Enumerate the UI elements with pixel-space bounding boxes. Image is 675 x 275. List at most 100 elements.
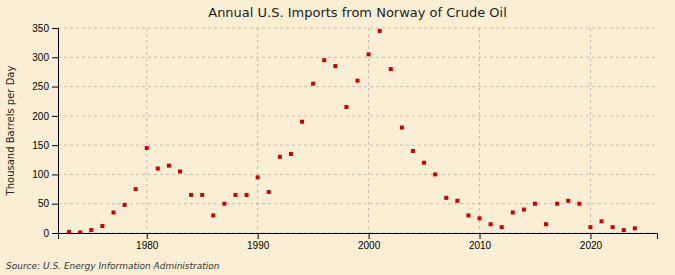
grid-line-y [58, 57, 657, 58]
tick-mark [52, 28, 58, 29]
tick-mark [52, 87, 58, 88]
point [378, 29, 382, 33]
point [200, 193, 204, 197]
point [311, 82, 315, 86]
point [466, 213, 470, 217]
grid-line-y [58, 115, 657, 116]
tick-mark [52, 233, 58, 234]
point [577, 202, 581, 206]
tick-mark [52, 116, 58, 117]
point [289, 152, 293, 156]
point [67, 230, 71, 233]
point [89, 228, 93, 232]
point [511, 211, 515, 215]
tick-label: 50 [38, 198, 50, 209]
point [123, 203, 127, 207]
tick-label: 2010 [469, 240, 492, 251]
point [622, 228, 626, 232]
point [533, 202, 537, 206]
grid-line-x [479, 28, 480, 233]
grid-line-y [58, 28, 657, 29]
tick-mark [369, 233, 370, 239]
point [333, 64, 337, 68]
point [478, 216, 482, 220]
x-axis: 1980 1990 2000 2010 2020 [59, 233, 658, 251]
point [356, 79, 360, 83]
tick: 1990 [247, 233, 270, 251]
tick-mark [590, 233, 591, 239]
chart: 1980 1990 2000 2010 2020 0 50 100 150 200 250 300 35… [0, 0, 675, 275]
tick-label: 0 [43, 228, 49, 239]
tick-label: 200 [32, 111, 49, 122]
point [455, 199, 459, 203]
axis-line [59, 234, 658, 240]
axis-line [52, 29, 59, 234]
tick-label: 250 [32, 81, 49, 92]
point [278, 155, 282, 159]
point [156, 167, 160, 171]
point [400, 126, 404, 130]
tick-mark [52, 174, 58, 175]
tick-mark [480, 233, 481, 239]
point [411, 149, 415, 153]
point [444, 196, 448, 200]
tick: 350 [32, 23, 58, 34]
tick-label: 2000 [358, 240, 381, 251]
tick-mark [52, 57, 58, 58]
y-axis-label: Thousand Barrels per Day [5, 66, 16, 197]
grid-line-y [58, 174, 657, 175]
point [189, 193, 193, 197]
tick-label: 1990 [247, 240, 270, 251]
tick: 200 [32, 111, 58, 122]
plot-area: 1980 1990 2000 2010 2020 0 50 100 150 200 250 300 35… [32, 23, 657, 251]
point [600, 219, 604, 223]
tick: 100 [32, 169, 58, 180]
grid-line-x [590, 28, 591, 233]
point [145, 146, 149, 150]
point [489, 222, 493, 226]
point [422, 161, 426, 165]
grid-line-x [146, 28, 147, 233]
tick: 300 [32, 52, 58, 63]
point [111, 211, 115, 215]
point [344, 105, 348, 109]
tick-mark [258, 233, 259, 239]
grid-line-x [257, 28, 258, 233]
tick: 2010 [469, 233, 492, 251]
point [211, 213, 215, 217]
title: Annual U.S. Imports from Norway of Crude… [208, 5, 507, 20]
grid-line-y [58, 203, 657, 204]
point [233, 193, 237, 197]
point [78, 230, 82, 233]
tick-mark [147, 233, 148, 239]
chart-container: 1980 1990 2000 2010 2020 0 50 100 150 200 250 300 35… [0, 0, 675, 275]
tick-mark [52, 204, 58, 205]
point [522, 208, 526, 212]
point [178, 170, 182, 174]
grid-line-y [58, 145, 657, 146]
point [167, 164, 171, 168]
tick: 50 [38, 198, 58, 209]
tick-label: 2020 [580, 240, 603, 251]
grid-line-x [368, 28, 369, 233]
point [222, 202, 226, 206]
point [611, 225, 615, 229]
source: Source: U.S. Energy Information Administ… [6, 261, 220, 271]
point [500, 225, 504, 229]
grid [58, 28, 657, 233]
points [67, 29, 637, 233]
point [633, 226, 637, 230]
point [566, 199, 570, 203]
point [256, 175, 260, 179]
tick-label: 1980 [136, 240, 159, 251]
tick-label: 300 [32, 52, 49, 63]
point [100, 224, 104, 228]
y-axis: 0 50 100 150 200 250 300 350 [32, 23, 58, 239]
point [267, 190, 271, 194]
point [544, 222, 548, 226]
point [433, 172, 437, 176]
tick-mark [52, 145, 58, 146]
point [367, 52, 371, 56]
tick: 150 [32, 140, 58, 151]
point [588, 225, 592, 229]
